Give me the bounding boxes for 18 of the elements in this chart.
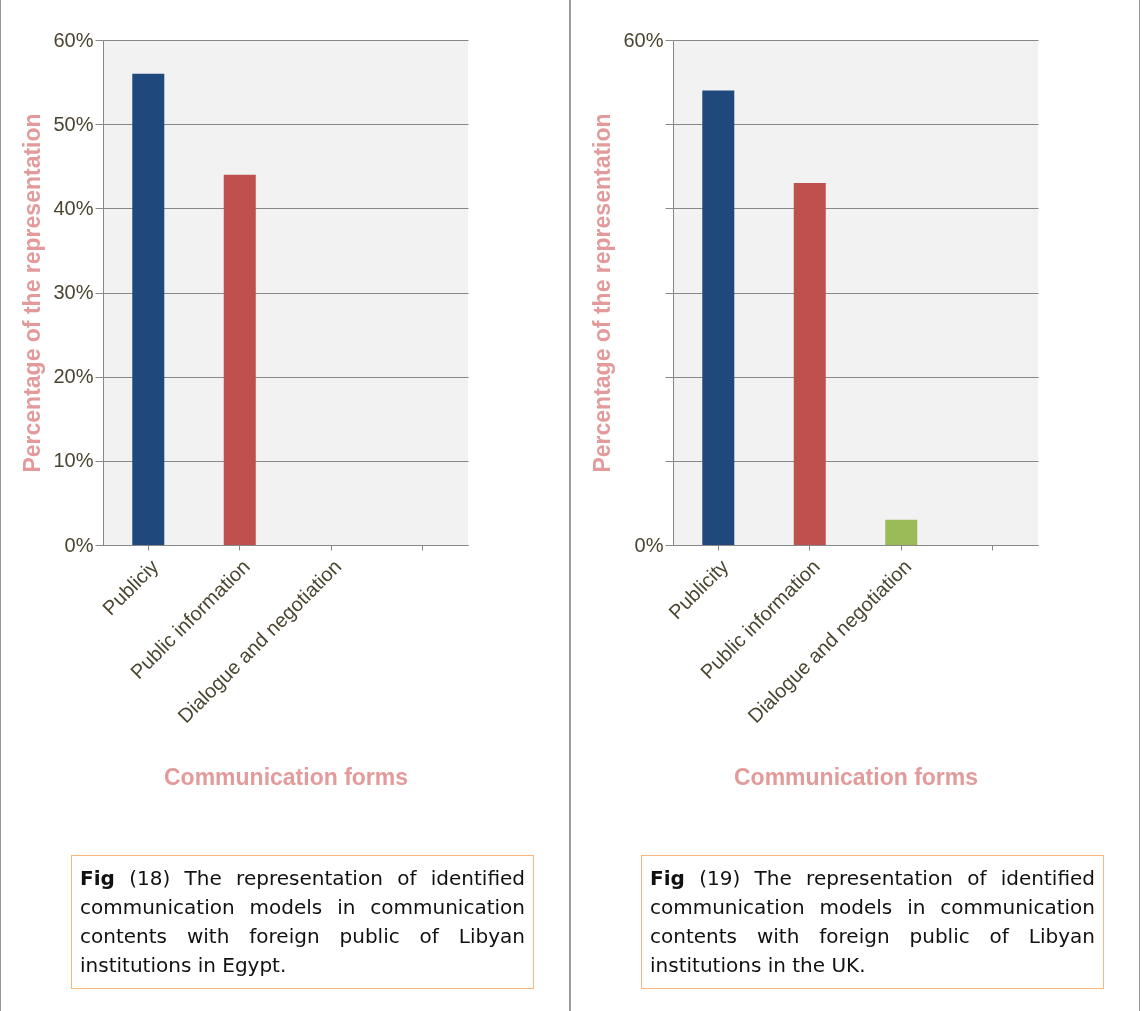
y-tick-label: 0% bbox=[64, 533, 94, 556]
y-tick-label: 20% bbox=[53, 365, 94, 388]
y-tick-label: 50% bbox=[53, 112, 94, 135]
y-tick-label: 60% bbox=[623, 28, 664, 51]
bar bbox=[885, 519, 918, 545]
bar bbox=[702, 90, 735, 545]
y-tick-label: 30% bbox=[53, 281, 94, 303]
bar bbox=[793, 183, 826, 545]
text: Fig (19) The representation of identified communication models in communication contents with foreign public of Libyan institutions in the UK. bbox=[641, 855, 1104, 989]
text: Fig (18) The representation of identified communication models in communication contents with foreign public of Libyan institutions in Egypt. bbox=[71, 855, 534, 989]
y-tick-label: 40% bbox=[53, 196, 94, 219]
y-tick-label: 10% bbox=[53, 449, 94, 472]
y-tick-label: 0% bbox=[634, 533, 664, 556]
y-tick-label: 60% bbox=[53, 28, 94, 51]
y-axis-title: Percentage of the representation bbox=[589, 113, 616, 473]
x-axis-title: Communication forms bbox=[733, 764, 979, 791]
x-axis-title: Communication forms bbox=[163, 764, 409, 791]
y-axis-title: Percentage of the representation bbox=[19, 113, 46, 473]
